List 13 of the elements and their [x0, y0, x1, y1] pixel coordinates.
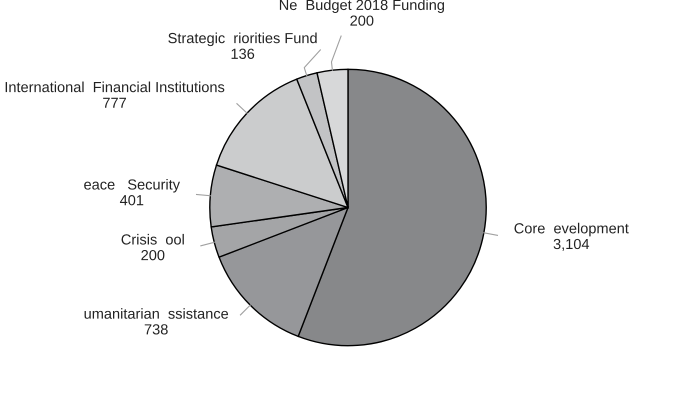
- slice-label: International Financial Institutions: [6, 82, 224, 92]
- data-label: 200: [141, 250, 164, 260]
- slice-label: umanitarian ssistance: [84, 308, 228, 319]
- data-label: 401: [120, 195, 144, 206]
- data-label: 136: [232, 48, 254, 59]
- slice-label: Strategic riorities Fund: [168, 32, 317, 46]
- slice-label: Crisis ool: [122, 234, 184, 245]
- data-label: 3,104: [554, 238, 590, 251]
- slice-label: eace Security: [84, 178, 180, 193]
- slice-label: Core evelopment: [514, 222, 629, 236]
- data-label: 200: [350, 15, 374, 26]
- data-label: 738: [144, 324, 168, 335]
- data-label: 777: [103, 98, 126, 108]
